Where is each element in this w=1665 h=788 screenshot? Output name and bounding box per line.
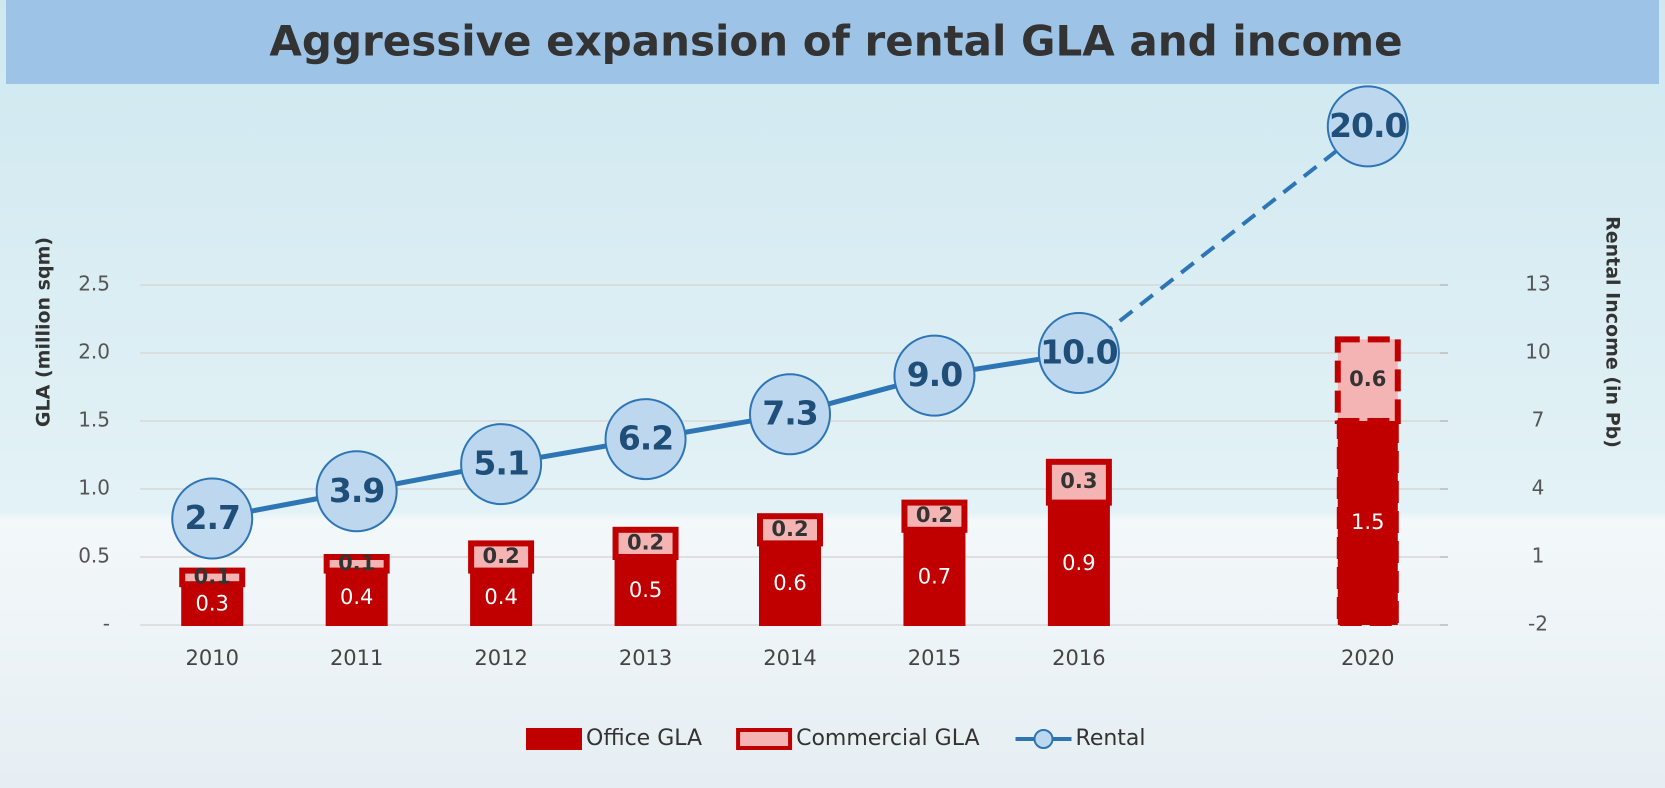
bar-value-label: 0.1 — [194, 564, 231, 588]
y2-tick-label: -2 — [1528, 612, 1548, 636]
x-tick-label: 2016 — [1052, 646, 1105, 670]
chart: Aggressive expansion of rental GLA and i… — [0, 0, 1665, 788]
line-value-label: 20.0 — [1329, 106, 1406, 145]
y-tick-label: 0.5 — [78, 544, 110, 568]
line-value-label: 3.9 — [329, 471, 384, 510]
bar-value-label: 0.4 — [484, 585, 517, 609]
y2-axis-label: Rental Income (in Pb) — [1602, 216, 1624, 448]
legend-label: Office GLA — [586, 726, 702, 751]
x-tick-label: 2020 — [1341, 646, 1394, 670]
bar-value-label: 0.5 — [629, 578, 662, 602]
x-tick-label: 2014 — [763, 646, 816, 670]
y-tick-label: 1.0 — [78, 476, 110, 500]
legend-label: Commercial GLA — [796, 726, 979, 751]
y-tick-label: - — [103, 612, 110, 636]
bar-value-label: 0.6 — [773, 571, 806, 595]
line-value-label: 5.1 — [473, 444, 528, 483]
y2-tick-label: 1 — [1532, 544, 1545, 568]
y-axis-label: GLA (million sqm) — [33, 237, 55, 427]
x-tick-label: 2012 — [474, 646, 527, 670]
y2-tick-label: 13 — [1525, 272, 1550, 296]
line-value-label: 9.0 — [907, 355, 962, 394]
bar-value-label: 0.2 — [771, 517, 808, 541]
line-value-label: 6.2 — [618, 419, 673, 458]
bar-value-label: 0.2 — [627, 530, 664, 554]
line-value-label: 10.0 — [1040, 333, 1117, 372]
y-tick-label: 2.5 — [78, 272, 110, 296]
bar-value-label: 1.5 — [1351, 510, 1384, 534]
y-tick-label: 1.5 — [78, 408, 110, 432]
bar-value-label: 0.7 — [918, 564, 951, 588]
y2-tick-label: 7 — [1532, 408, 1545, 432]
bar-value-label: 0.3 — [196, 592, 229, 616]
y-tick-label: 2.0 — [78, 340, 110, 364]
bar-value-label: 0.2 — [483, 544, 520, 568]
y2-tick-label: 10 — [1525, 340, 1550, 364]
legend-label: Rental — [1076, 726, 1146, 751]
background — [0, 0, 1665, 788]
legend-swatch — [1035, 730, 1053, 748]
line-value-label: 2.7 — [184, 498, 239, 537]
bar-value-label: 0.4 — [340, 585, 373, 609]
bar-value-label: 0.2 — [916, 503, 953, 527]
x-tick-label: 2011 — [330, 646, 383, 670]
bar-value-label: 0.6 — [1349, 367, 1386, 391]
y2-tick-label: 4 — [1532, 476, 1545, 500]
bar-value-label: 0.3 — [1060, 469, 1097, 493]
bar-value-label: 0.9 — [1062, 551, 1095, 575]
chart-title: Aggressive expansion of rental GLA and i… — [269, 17, 1402, 66]
legend-swatch — [528, 730, 580, 748]
x-tick-label: 2013 — [619, 646, 672, 670]
x-tick-label: 2015 — [908, 646, 961, 670]
line-value-label: 7.3 — [762, 394, 817, 433]
x-tick-label: 2010 — [185, 646, 238, 670]
bar-value-label: 0.1 — [338, 551, 375, 575]
legend-swatch — [738, 730, 790, 748]
